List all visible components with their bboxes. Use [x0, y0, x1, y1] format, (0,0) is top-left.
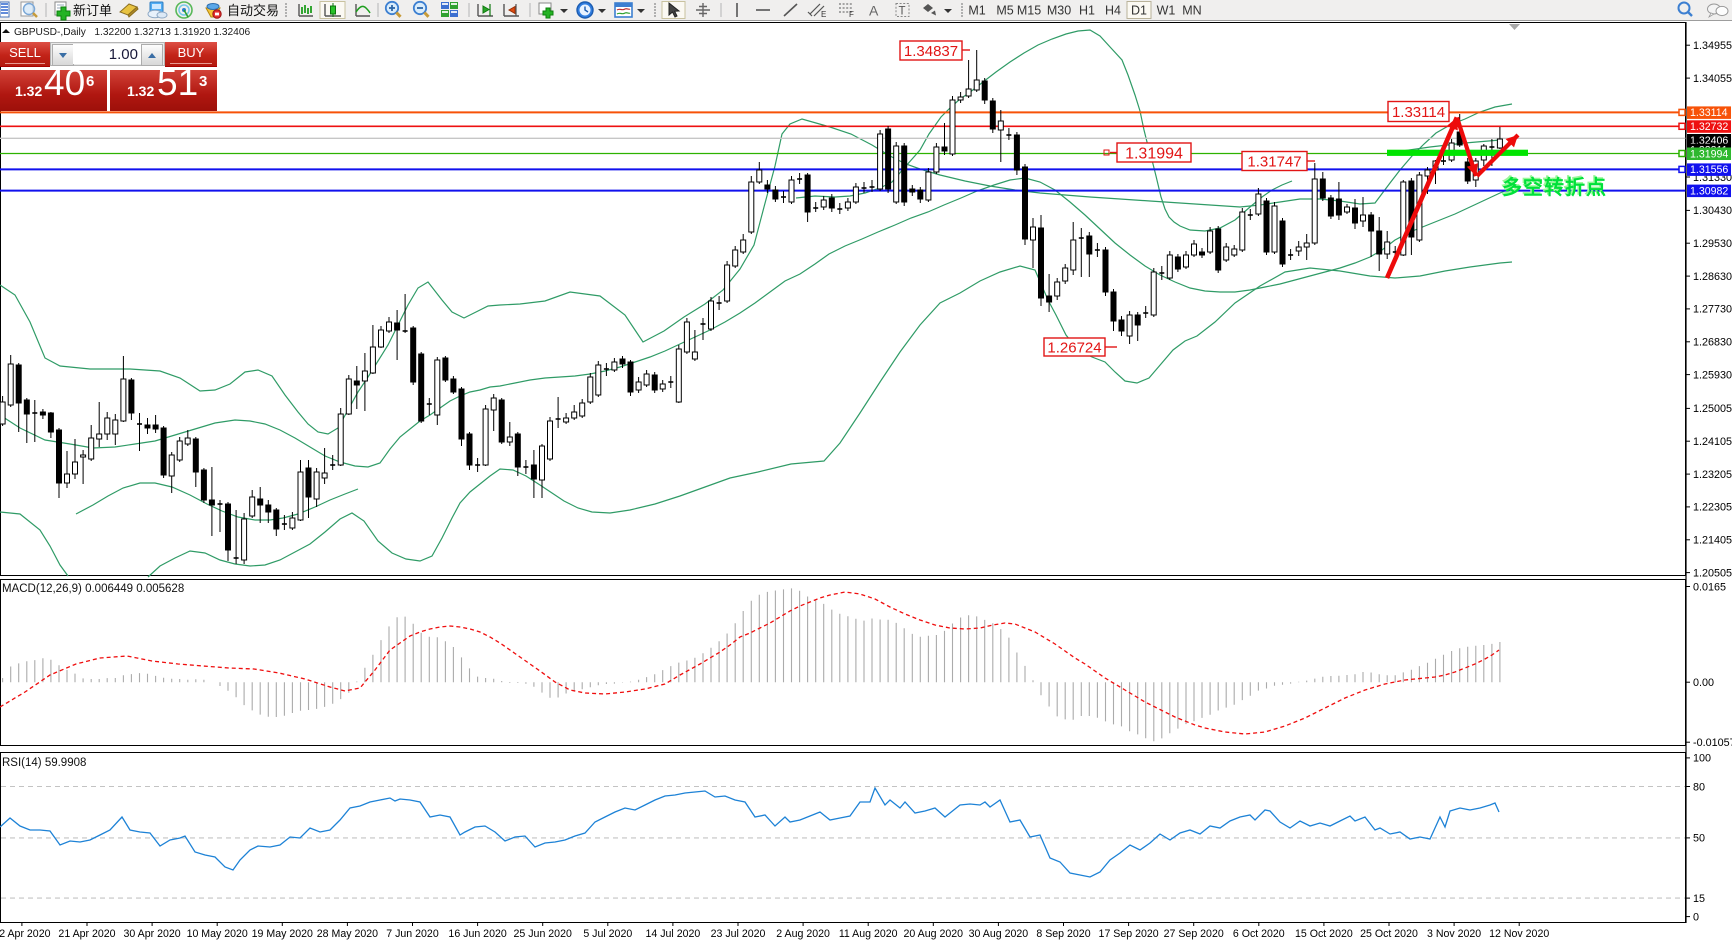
svg-text:11 Aug 2020: 11 Aug 2020 [839, 928, 898, 940]
svg-text:M15: M15 [1017, 4, 1041, 18]
svg-text:1.27730: 1.27730 [1693, 304, 1732, 316]
svg-text:15: 15 [1693, 893, 1705, 905]
svg-text:0.0165: 0.0165 [1693, 581, 1726, 593]
svg-text:1.24105: 1.24105 [1693, 436, 1732, 448]
svg-text:16 Jun 2020: 16 Jun 2020 [448, 928, 506, 940]
svg-text:7 Jun 2020: 7 Jun 2020 [386, 928, 439, 940]
svg-text:MACD(12,26,9) 0.006449 0.00562: MACD(12,26,9) 0.006449 0.005628 [2, 583, 184, 595]
svg-text:6 Oct 2020: 6 Oct 2020 [1233, 928, 1285, 940]
svg-text:-0.010571: -0.010571 [1693, 737, 1732, 749]
svg-text:30 Aug 2020: 30 Aug 2020 [969, 928, 1029, 940]
svg-text:RSI(14) 59.9908: RSI(14) 59.9908 [2, 757, 86, 769]
svg-text:17 Sep 2020: 17 Sep 2020 [1099, 928, 1159, 940]
svg-text:1.34837: 1.34837 [904, 43, 958, 60]
svg-text:25 Jun 2020: 25 Jun 2020 [514, 928, 572, 940]
svg-text:1.28630: 1.28630 [1693, 271, 1732, 283]
svg-text:M5: M5 [996, 4, 1013, 18]
svg-text:1.34055: 1.34055 [1693, 73, 1732, 85]
svg-text:1.31994: 1.31994 [1125, 145, 1183, 162]
svg-text:1.33114: 1.33114 [1690, 107, 1728, 119]
svg-text:100: 100 [1693, 753, 1711, 765]
svg-text:1.31747: 1.31747 [1247, 153, 1301, 170]
svg-text:15 Oct 2020: 15 Oct 2020 [1295, 928, 1353, 940]
svg-text:M30: M30 [1047, 4, 1071, 18]
svg-text:1.25005: 1.25005 [1693, 403, 1732, 415]
svg-text:1.30982: 1.30982 [1690, 185, 1728, 197]
svg-text:25 Oct 2020: 25 Oct 2020 [1360, 928, 1418, 940]
svg-text:A: A [869, 3, 879, 19]
svg-text:1.31556: 1.31556 [1690, 164, 1728, 176]
svg-text:W1: W1 [1157, 4, 1176, 18]
svg-text:H4: H4 [1105, 4, 1121, 18]
svg-text:1.30430: 1.30430 [1693, 205, 1732, 217]
svg-text:0.00: 0.00 [1693, 677, 1714, 689]
svg-text:GBPUSD-,Daily 1.32200 1.3271: GBPUSD-,Daily 1.32200 1.32713 1.31920 1.… [14, 27, 251, 38]
svg-text:30 Apr 2020: 30 Apr 2020 [124, 928, 181, 940]
svg-text:E: E [821, 10, 826, 19]
svg-text:14 Jul 2020: 14 Jul 2020 [646, 928, 701, 940]
svg-text:27 Sep 2020: 27 Sep 2020 [1164, 928, 1224, 940]
svg-text:1.31994: 1.31994 [1690, 148, 1728, 160]
svg-text:28 May 2020: 28 May 2020 [317, 928, 378, 940]
svg-text:M1: M1 [968, 4, 985, 18]
svg-text:新订单: 新订单 [73, 3, 112, 18]
svg-text:8 Sep 2020: 8 Sep 2020 [1036, 928, 1090, 940]
svg-text:1.32732: 1.32732 [1690, 121, 1728, 133]
svg-text:21 Apr 2020: 21 Apr 2020 [58, 928, 115, 940]
svg-text:0: 0 [1693, 911, 1699, 923]
svg-text:F: F [849, 10, 854, 19]
svg-text:80: 80 [1693, 781, 1705, 793]
svg-text:1.33114: 1.33114 [1392, 104, 1445, 121]
svg-text:1.20505: 1.20505 [1693, 567, 1732, 579]
svg-text:1.34955: 1.34955 [1693, 40, 1732, 52]
svg-text:50: 50 [1693, 833, 1705, 845]
svg-text:23 Jul 2020: 23 Jul 2020 [711, 928, 766, 940]
svg-text:1.26724: 1.26724 [1047, 339, 1101, 356]
svg-text:1.25930: 1.25930 [1693, 369, 1732, 381]
svg-text:10 May 2020: 10 May 2020 [187, 928, 248, 940]
svg-text:自动交易: 自动交易 [227, 3, 279, 18]
svg-text:19 May 2020: 19 May 2020 [252, 928, 313, 940]
svg-text:H1: H1 [1079, 4, 1095, 18]
svg-text:多空转折点: 多空转折点 [1501, 174, 1606, 198]
svg-text:3 Nov 2020: 3 Nov 2020 [1427, 928, 1481, 940]
svg-text:T: T [899, 6, 906, 18]
svg-text:多空转折点: 多空转折点 [1502, 175, 1607, 199]
svg-text:1.29530: 1.29530 [1693, 238, 1732, 250]
svg-text:1.26830: 1.26830 [1693, 337, 1732, 349]
svg-text:20 Aug 2020: 20 Aug 2020 [904, 928, 964, 940]
svg-text:2 Aug 2020: 2 Aug 2020 [776, 928, 830, 940]
svg-text:1.21405: 1.21405 [1693, 535, 1732, 547]
svg-text:1.22305: 1.22305 [1693, 502, 1732, 514]
svg-text:5 Jul 2020: 5 Jul 2020 [583, 928, 632, 940]
svg-text:1.23205: 1.23205 [1693, 469, 1732, 481]
svg-text:D1: D1 [1131, 4, 1147, 18]
svg-text:12 Apr 2020: 12 Apr 2020 [0, 928, 51, 940]
svg-text:MN: MN [1182, 4, 1201, 18]
svg-text:12 Nov 2020: 12 Nov 2020 [1489, 928, 1549, 940]
